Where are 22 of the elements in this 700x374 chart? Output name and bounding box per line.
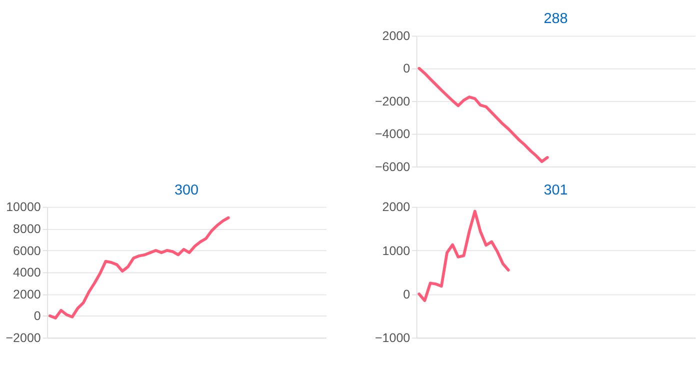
y-tick-label: −6000	[374, 160, 410, 174]
y-tick-label: 2000	[382, 29, 410, 44]
line-series	[418, 66, 549, 164]
chart-title: 288	[544, 11, 568, 28]
y-tick-label: 4000	[13, 266, 41, 280]
y-tick-label: 8000	[13, 222, 41, 236]
y-tick-label: −2000	[374, 94, 410, 108]
y-tick-label: 1000	[382, 244, 410, 258]
y-tick-label: −4000	[374, 127, 410, 142]
y-tick-label: 2000	[13, 287, 41, 302]
y-tick-label: 0	[34, 309, 41, 324]
y-tick-label: 2000	[382, 200, 410, 214]
y-tick-label: 10000	[6, 200, 41, 214]
y-tick-label: −2000	[6, 330, 41, 345]
chart-title: 300	[174, 182, 199, 198]
line-series	[48, 216, 230, 320]
chart-title: 301	[544, 182, 568, 198]
y-tick-label: 0	[403, 287, 410, 302]
y-tick-label: −1000	[374, 330, 410, 345]
y-tick-label: 6000	[13, 244, 41, 258]
line-series	[418, 210, 510, 302]
y-tick-label: 0	[403, 62, 410, 76]
